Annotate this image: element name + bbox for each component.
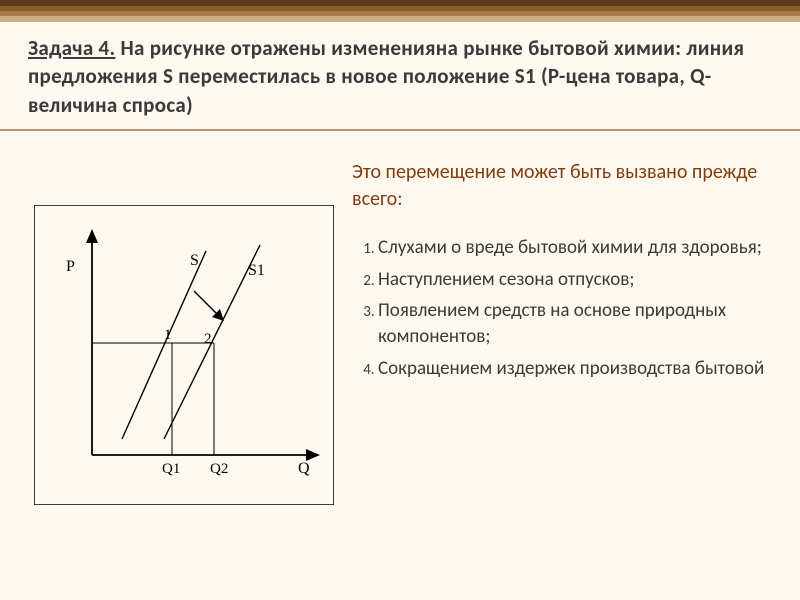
point-label-1: 1 (164, 327, 172, 343)
tick-label-q1: Q1 (162, 461, 180, 477)
border-band (0, 16, 800, 22)
list-item: Наступлением сезона отпусков; (378, 267, 778, 293)
decorative-top-border (0, 0, 800, 22)
task-text: На рисунке отражены измененияна рынке бы… (28, 35, 744, 118)
curve-label-s: S (190, 252, 199, 269)
point-label-2: 2 (204, 331, 212, 347)
list-item: Сокращением издержек производства бытово… (378, 356, 778, 382)
list-item: Слухами о вреде бытовой химии для здоров… (378, 235, 778, 261)
explanation-panel: Это перемещение может быть вызвано прежд… (352, 153, 784, 510)
curve-label-s1: S1 (248, 262, 265, 279)
axis-label-p: P (66, 258, 75, 275)
task-label: Задача 4. (28, 35, 115, 61)
problem-header: Задача 4. На рисунке отражены изменениян… (0, 22, 800, 131)
list-item: Появлением средств на основе природных к… (378, 298, 778, 349)
answer-options: Слухами о вреде бытовой химии для здоров… (352, 235, 778, 381)
tick-label-q2: Q2 (210, 461, 228, 477)
supply-shift-chart: P Q S S1 1 2 Q1 Q2 (34, 205, 344, 510)
content-area: P Q S S1 1 2 Q1 Q2 Это перемещение может… (0, 131, 800, 510)
axis-label-q: Q (298, 460, 310, 477)
intro-text: Это перемещение может быть вызвано прежд… (352, 159, 778, 213)
